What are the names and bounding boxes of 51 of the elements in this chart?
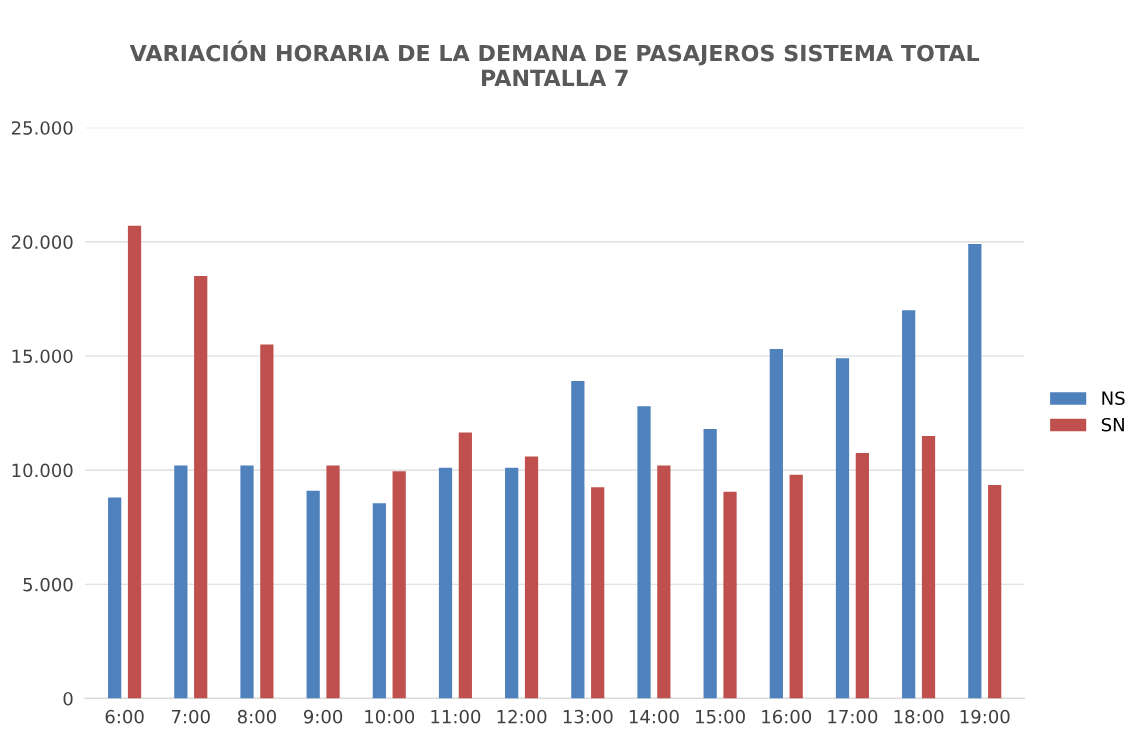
bar: [835, 358, 850, 699]
bar: [723, 491, 737, 699]
bar: [306, 490, 320, 699]
bar: [174, 465, 188, 699]
bar: [657, 465, 671, 699]
bar: [372, 503, 386, 699]
y-tick-label: 0: [63, 691, 73, 706]
bar: [108, 497, 122, 699]
bar: [524, 456, 539, 699]
legend-label: NS: [1102, 391, 1125, 406]
bar: [637, 406, 651, 699]
legend-label: SN: [1101, 417, 1124, 432]
bar: [902, 310, 916, 699]
x-tick-label: 15:00: [696, 709, 745, 724]
y-tick-label: 10.000: [12, 463, 73, 478]
bar: [789, 474, 803, 699]
x-tick-label: 8:00: [237, 709, 277, 724]
bar: [703, 429, 717, 699]
bar: [260, 344, 274, 699]
x-tick-label: 9:00: [303, 709, 343, 724]
y-tick-label: 5.000: [23, 577, 73, 592]
bar: [194, 276, 208, 699]
x-tick-label: 7:00: [171, 709, 210, 724]
bar: [505, 467, 519, 699]
bar: [921, 435, 936, 699]
bar: [458, 432, 472, 699]
x-tick-label: 12:00: [497, 709, 547, 724]
x-tick-label: 18:00: [894, 709, 944, 724]
bar: [591, 487, 605, 699]
x-tick-label: 16:00: [762, 709, 812, 724]
x-tick-label: 19:00: [960, 709, 1010, 724]
bar: [988, 484, 1002, 699]
bar: [127, 225, 142, 699]
bar: [240, 465, 254, 699]
bar: [326, 465, 340, 699]
bar: [571, 381, 585, 699]
y-tick-label: 20.000: [11, 235, 73, 249]
x-tick-label: 6:00: [105, 709, 144, 724]
x-tick-label: 13:00: [563, 709, 613, 724]
bar: [392, 471, 406, 699]
bar: [855, 453, 869, 699]
y-tick-label: 25.000: [11, 121, 73, 135]
bar: [438, 467, 453, 699]
x-tick-label: 17:00: [828, 709, 878, 724]
chart-title: VARIACIÓN HORARIA DE LA DEMANA DE PASAJEROS SISTEMA TOTAL PANTALLA 7: [129, 40, 980, 86]
x-tick-label: 10:00: [365, 709, 415, 724]
bar: [769, 349, 783, 699]
x-tick-label: 11:00: [431, 709, 481, 724]
y-tick-label: 15.000: [12, 349, 73, 364]
bar: [968, 244, 982, 699]
x-tick-label: 14:00: [629, 709, 679, 724]
